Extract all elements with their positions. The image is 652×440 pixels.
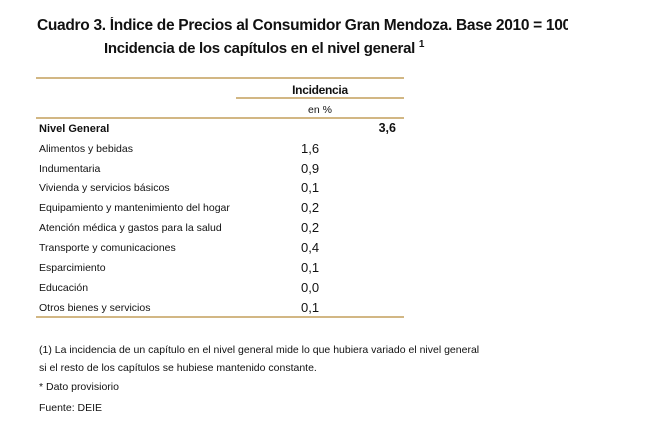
table-row: Alimentos y bebidas 1,6 [39, 141, 399, 163]
footnote-mark: 1 [418, 39, 425, 50]
row-label: Vivienda y servicios básicos [39, 182, 170, 194]
row-value: 0,1 [301, 260, 320, 275]
source-note: Fuente: DEIE [39, 402, 103, 414]
table-row: Vivienda y servicios básicos 0,1 [39, 180, 399, 202]
row-value: 1,6 [301, 141, 320, 156]
table-row: Educación 0,0 [39, 280, 399, 302]
column-header: Incidencia [292, 83, 348, 97]
row-label: Educación [39, 282, 89, 294]
row-label: Indumentaria [39, 163, 101, 175]
column-unit: en % [308, 104, 332, 116]
row-label: Esparcimiento [39, 262, 106, 274]
row-value: 0,9 [301, 161, 320, 176]
row-value: 0,2 [301, 220, 320, 235]
footnote: si el resto de los capítulos se hubiese … [39, 362, 317, 374]
table-subtitle: Incidencia de los capítulos en el nivel … [104, 39, 424, 57]
bottom-rule [36, 316, 404, 318]
row-label: Otros bienes y servicios [39, 302, 151, 314]
table-row: Esparcimiento 0,1 [39, 260, 399, 282]
subtitle-text: Incidencia de los capítulos en el nivel … [104, 40, 416, 57]
header-bottom-rule [36, 117, 404, 119]
row-label: Equipamiento y mantenimiento del hogar [39, 202, 230, 214]
row-value: 3,6 [378, 121, 396, 135]
row-label: Alimentos y bebidas [39, 143, 133, 155]
table-row: Equipamiento y mantenimiento del hogar 0,… [39, 200, 399, 222]
row-label: Nivel General [39, 123, 110, 135]
table-row: Indumentaria 0,9 [39, 161, 399, 183]
row-value: 0,1 [301, 300, 320, 315]
table-row-total: Nivel General 3,6 [39, 121, 399, 143]
table-row: Atención médica y gastos para la salud 0,… [39, 220, 399, 242]
table-row: Otros bienes y servicios 0,1 [39, 300, 399, 322]
row-value: 0,2 [301, 200, 320, 215]
footnote: * Dato provisiorio [39, 381, 119, 393]
row-label: Atención médica y gastos para la salud [39, 222, 222, 234]
header-rule [236, 97, 404, 99]
row-label: Transporte y comunicaciones [39, 242, 176, 254]
footnote: (1) La incidencia de un capítulo en el n… [39, 344, 480, 356]
row-value: 0,1 [301, 180, 320, 195]
table-title: Cuadro 3. Índice de Precios al Consumido… [37, 17, 568, 34]
row-value: 0,0 [301, 280, 320, 295]
row-value: 0,4 [301, 240, 320, 255]
table-row: Transporte y comunicaciones 0,4 [39, 240, 399, 262]
top-rule [36, 77, 404, 79]
